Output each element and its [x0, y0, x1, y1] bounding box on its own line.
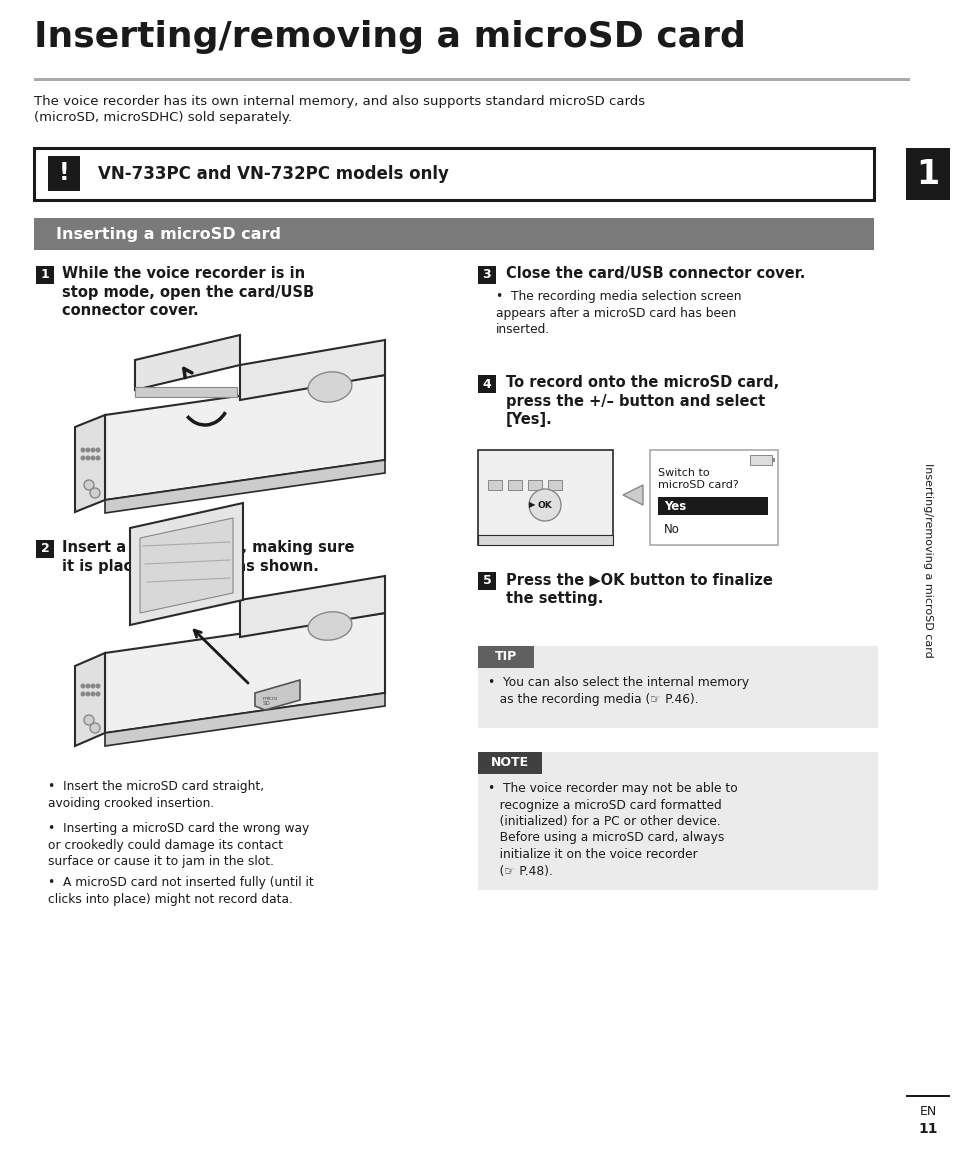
- Circle shape: [90, 488, 100, 498]
- Text: OK: OK: [537, 500, 552, 510]
- Circle shape: [91, 692, 94, 696]
- Text: Switch to: Switch to: [658, 468, 709, 478]
- Circle shape: [96, 448, 100, 452]
- Bar: [649, 450, 778, 545]
- Bar: [527, 481, 541, 490]
- Circle shape: [81, 456, 85, 460]
- Bar: [477, 266, 496, 284]
- Circle shape: [529, 489, 560, 521]
- Text: !: !: [59, 161, 70, 185]
- Bar: [658, 497, 767, 515]
- Text: No: No: [663, 523, 679, 536]
- Text: 1: 1: [916, 157, 939, 191]
- Bar: [477, 752, 541, 774]
- Polygon shape: [130, 503, 243, 625]
- Text: Yes: Yes: [663, 499, 685, 513]
- Bar: [507, 481, 521, 490]
- Circle shape: [86, 456, 90, 460]
- Text: Insert a microSD card, making sure
it is placed correctly as shown.: Insert a microSD card, making sure it is…: [62, 540, 355, 573]
- Circle shape: [86, 692, 90, 696]
- Bar: [48, 156, 80, 191]
- Bar: [34, 218, 873, 250]
- Ellipse shape: [308, 611, 352, 640]
- Text: The voice recorder has its own internal memory, and also supports standard micro: The voice recorder has its own internal …: [34, 95, 644, 125]
- Circle shape: [84, 714, 94, 725]
- Bar: [477, 535, 613, 545]
- Text: 3: 3: [482, 269, 491, 281]
- Text: micro
SD: micro SD: [263, 696, 278, 706]
- Circle shape: [86, 448, 90, 452]
- Circle shape: [96, 684, 100, 688]
- Polygon shape: [254, 680, 299, 710]
- Text: To record onto the microSD card,
press the +/– button and select
[Yes].: To record onto the microSD card, press t…: [505, 375, 779, 427]
- Bar: [477, 375, 496, 393]
- Bar: [477, 752, 877, 891]
- Text: VN-733PC and VN-732PC models only: VN-733PC and VN-732PC models only: [98, 164, 449, 183]
- Bar: [905, 148, 949, 200]
- Text: TIP: TIP: [495, 651, 517, 664]
- Polygon shape: [622, 485, 642, 505]
- Text: 5: 5: [482, 574, 491, 587]
- Text: •  Inserting a microSD card the wrong way
or crookedly could damage its contact
: • Inserting a microSD card the wrong way…: [48, 822, 309, 868]
- Polygon shape: [140, 518, 233, 613]
- Text: Press the ▶OK button to finalize
the setting.: Press the ▶OK button to finalize the set…: [505, 572, 772, 606]
- Circle shape: [86, 684, 90, 688]
- Text: •  Insert the microSD card straight,
avoiding crooked insertion.: • Insert the microSD card straight, avoi…: [48, 780, 264, 809]
- Circle shape: [91, 448, 94, 452]
- Polygon shape: [105, 613, 385, 733]
- Circle shape: [81, 448, 85, 452]
- Bar: [477, 646, 534, 668]
- Text: 11: 11: [918, 1122, 937, 1136]
- Text: Inserting a microSD card: Inserting a microSD card: [56, 227, 281, 242]
- Bar: [547, 481, 561, 490]
- Polygon shape: [105, 460, 385, 513]
- Circle shape: [81, 684, 85, 688]
- Polygon shape: [240, 340, 385, 400]
- Text: Close the card/USB connector cover.: Close the card/USB connector cover.: [505, 266, 804, 281]
- Text: 2: 2: [41, 542, 50, 556]
- Bar: [34, 78, 909, 81]
- Text: •  The voice recorder may not be able to
   recognize a microSD card formatted
 : • The voice recorder may not be able to …: [488, 782, 737, 878]
- Polygon shape: [75, 653, 105, 746]
- Text: While the voice recorder is in
stop mode, open the card/USB
connector cover.: While the voice recorder is in stop mode…: [62, 266, 314, 318]
- Text: NOTE: NOTE: [491, 756, 529, 770]
- Text: •  You can also select the internal memory
   as the recording media (☞ P.46).: • You can also select the internal memor…: [488, 676, 748, 705]
- Bar: [905, 1095, 949, 1097]
- Ellipse shape: [308, 372, 352, 402]
- Polygon shape: [105, 692, 385, 746]
- Bar: [36, 266, 54, 284]
- Text: •  A microSD card not inserted fully (until it
clicks into place) might not reco: • A microSD card not inserted fully (unt…: [48, 875, 314, 906]
- Text: •  The recording media selection screen
appears after a microSD card has been
in: • The recording media selection screen a…: [496, 290, 740, 336]
- Circle shape: [84, 481, 94, 490]
- Text: ▶: ▶: [528, 500, 535, 510]
- Bar: [477, 450, 613, 545]
- Circle shape: [91, 456, 94, 460]
- Polygon shape: [105, 375, 385, 500]
- Bar: [34, 148, 873, 200]
- Bar: [477, 646, 877, 728]
- Circle shape: [96, 692, 100, 696]
- Polygon shape: [135, 335, 240, 390]
- Bar: [135, 387, 236, 397]
- Circle shape: [90, 723, 100, 733]
- Text: microSD card?: microSD card?: [658, 481, 738, 490]
- Bar: [477, 572, 496, 589]
- Bar: [488, 481, 501, 490]
- Polygon shape: [75, 415, 105, 512]
- Bar: [36, 540, 54, 558]
- Circle shape: [96, 456, 100, 460]
- Text: Inserting/removing a microSD card: Inserting/removing a microSD card: [923, 463, 932, 658]
- Polygon shape: [240, 576, 385, 637]
- Text: EN: EN: [919, 1105, 936, 1117]
- Bar: [749, 455, 771, 466]
- Circle shape: [91, 684, 94, 688]
- Bar: [771, 459, 774, 462]
- Text: 4: 4: [482, 378, 491, 390]
- Text: Inserting/removing a microSD card: Inserting/removing a microSD card: [34, 20, 745, 54]
- Text: 1: 1: [41, 269, 50, 281]
- Circle shape: [81, 692, 85, 696]
